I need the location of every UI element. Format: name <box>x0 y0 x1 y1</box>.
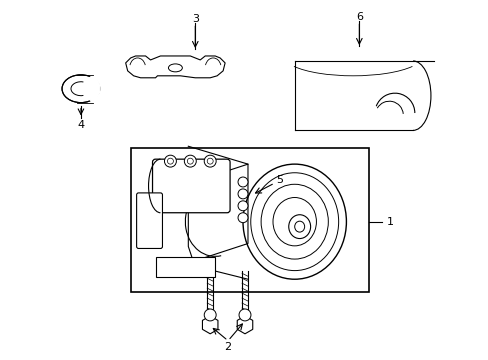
Circle shape <box>167 158 173 164</box>
Wedge shape <box>80 74 100 103</box>
Ellipse shape <box>288 215 310 239</box>
FancyBboxPatch shape <box>136 193 162 248</box>
Text: 1: 1 <box>386 217 393 227</box>
Circle shape <box>204 155 216 167</box>
Text: 3: 3 <box>191 14 199 24</box>
Circle shape <box>238 213 247 223</box>
Circle shape <box>204 309 216 321</box>
Circle shape <box>207 158 213 164</box>
Ellipse shape <box>168 64 182 72</box>
Ellipse shape <box>294 221 304 232</box>
Ellipse shape <box>62 75 100 103</box>
Circle shape <box>239 309 250 321</box>
Circle shape <box>184 155 196 167</box>
Text: 5: 5 <box>276 175 283 185</box>
Bar <box>130 148 368 292</box>
Bar <box>155 257 215 277</box>
Text: 6: 6 <box>355 12 362 22</box>
FancyBboxPatch shape <box>152 159 230 213</box>
Circle shape <box>187 158 193 164</box>
Text: 4: 4 <box>77 121 84 130</box>
Circle shape <box>238 201 247 211</box>
Ellipse shape <box>243 164 346 279</box>
Text: 2: 2 <box>224 342 231 352</box>
Circle shape <box>238 189 247 199</box>
Circle shape <box>238 177 247 187</box>
Circle shape <box>164 155 176 167</box>
